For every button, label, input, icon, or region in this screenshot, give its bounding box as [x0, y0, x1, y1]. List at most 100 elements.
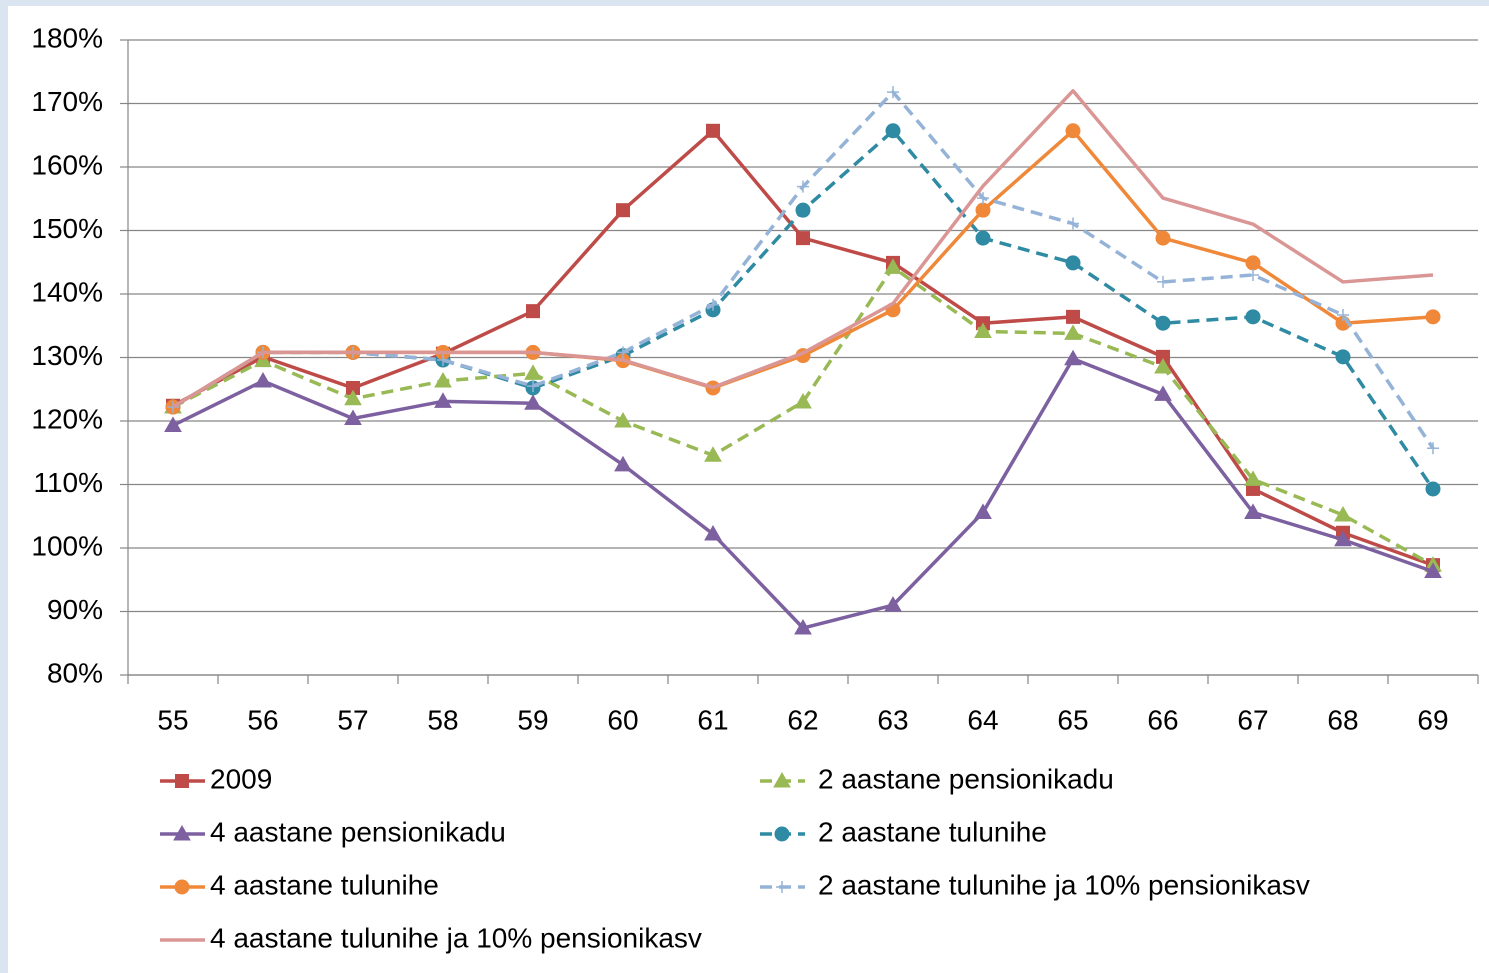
- marker: [1247, 268, 1259, 281]
- marker: [774, 826, 790, 842]
- marker: [344, 409, 362, 425]
- marker: [526, 304, 540, 319]
- marker: [1245, 255, 1261, 271]
- x-tick-label: 68: [1327, 704, 1358, 735]
- series: [172, 89, 1434, 409]
- y-tick-label: 140%: [31, 276, 103, 307]
- x-tick-label: 59: [517, 704, 548, 735]
- x-tick-label: 56: [247, 704, 278, 735]
- marker: [434, 371, 452, 388]
- marker: [794, 392, 812, 409]
- series-line: [172, 89, 1434, 409]
- marker: [1424, 562, 1442, 578]
- marker: [885, 123, 901, 139]
- marker: [164, 416, 182, 432]
- marker: [884, 258, 902, 274]
- marker: [174, 879, 190, 895]
- legend-label: 4 aastane tulunihe: [210, 869, 439, 900]
- legend-label: 2009: [210, 763, 272, 794]
- marker: [1155, 230, 1171, 246]
- marker: [614, 455, 632, 472]
- marker: [773, 771, 791, 788]
- marker: [1244, 503, 1262, 519]
- x-tick-label: 67: [1237, 704, 1268, 735]
- y-tick-label: 100%: [31, 530, 103, 561]
- x-tick-label: 69: [1417, 704, 1448, 735]
- marker: [776, 881, 788, 893]
- marker: [707, 298, 719, 311]
- marker: [524, 394, 542, 410]
- marker: [1335, 349, 1351, 365]
- legend-label: 2 aastane tulunihe ja 10% pensionikasv: [818, 869, 1310, 900]
- marker: [524, 364, 542, 380]
- y-tick-label: 170%: [31, 86, 103, 117]
- marker: [796, 231, 810, 246]
- marker: [616, 203, 630, 218]
- marker: [344, 389, 362, 406]
- legend-label: 4 aastane pensionikadu: [210, 816, 506, 847]
- series-line: [172, 265, 1434, 567]
- marker: [1065, 123, 1081, 139]
- legend-label: 2 aastane tulunihe: [818, 816, 1047, 847]
- marker: [1154, 385, 1172, 401]
- y-tick-label: 90%: [47, 594, 103, 625]
- x-tick-label: 57: [337, 704, 368, 735]
- marker: [1066, 309, 1080, 324]
- marker: [1244, 470, 1262, 486]
- legend-label: 4 aastane tulunihe ja 10% pensionikasv: [210, 922, 702, 953]
- x-tick-label: 64: [967, 704, 998, 735]
- marker: [974, 503, 992, 519]
- marker: [1334, 530, 1352, 547]
- marker: [1425, 309, 1441, 325]
- marker: [434, 392, 452, 408]
- marker: [884, 596, 902, 612]
- marker: [975, 230, 991, 246]
- marker: [437, 354, 449, 367]
- marker: [1334, 505, 1352, 522]
- marker: [704, 446, 722, 462]
- marker: [977, 192, 989, 205]
- x-tick-label: 62: [787, 704, 818, 735]
- marker: [1064, 349, 1082, 366]
- marker: [794, 619, 812, 635]
- x-tick-label: 58: [427, 704, 458, 735]
- y-tick-label: 180%: [31, 22, 103, 53]
- marker: [704, 525, 722, 541]
- marker: [1157, 275, 1169, 288]
- marker: [795, 202, 811, 218]
- x-tick-label: 60: [607, 704, 638, 735]
- marker: [887, 86, 899, 99]
- marker: [706, 123, 720, 138]
- x-tick-label: 61: [697, 704, 728, 735]
- y-tick-label: 150%: [31, 213, 103, 244]
- marker: [1155, 315, 1171, 331]
- x-tick-label: 65: [1057, 704, 1088, 735]
- legend-label: 2 aastane pensionikadu: [818, 763, 1114, 794]
- marker: [975, 202, 991, 218]
- y-tick-label: 120%: [31, 403, 103, 434]
- y-tick-label: 110%: [33, 467, 103, 498]
- marker: [614, 411, 632, 428]
- x-tick-label: 66: [1147, 704, 1178, 735]
- marker: [1245, 309, 1261, 325]
- series: [164, 349, 1442, 635]
- marker: [527, 380, 539, 393]
- y-tick-label: 130%: [31, 340, 103, 371]
- marker: [1425, 481, 1441, 497]
- marker: [974, 322, 992, 338]
- series: [164, 258, 1442, 572]
- marker: [1065, 255, 1081, 271]
- marker: [617, 346, 629, 359]
- marker: [173, 824, 191, 841]
- marker: [1427, 442, 1439, 455]
- marker: [175, 774, 189, 788]
- marker: [254, 371, 272, 388]
- y-tick-label: 80%: [47, 657, 103, 688]
- y-tick-label: 160%: [31, 149, 103, 180]
- marker: [1337, 308, 1349, 321]
- marker: [1064, 324, 1082, 340]
- marker: [1154, 358, 1172, 374]
- marker: [797, 180, 809, 193]
